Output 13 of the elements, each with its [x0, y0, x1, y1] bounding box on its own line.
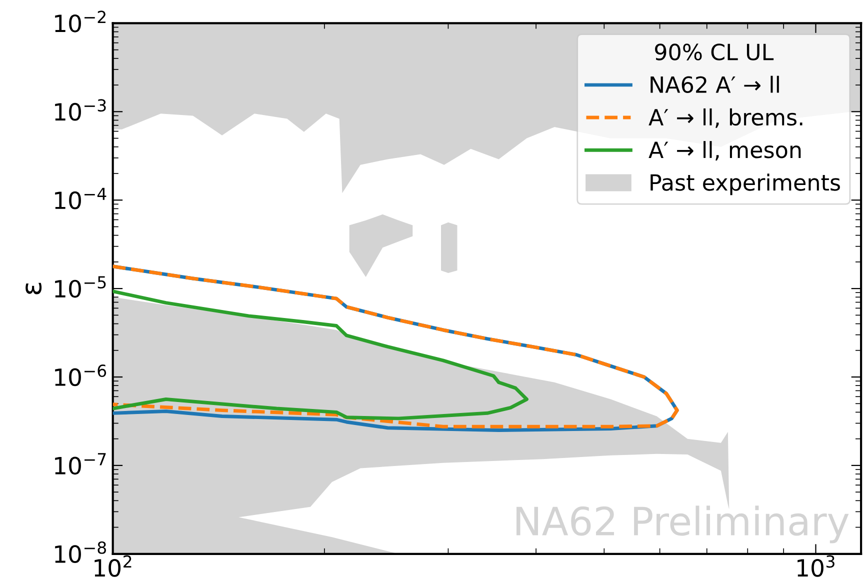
y-tick-label: 10$^{−2}$	[55, 10, 106, 32]
x-tick-label: 10$^{3}$	[798, 555, 834, 577]
y-tick-label: 10$^{−7}$	[55, 453, 106, 475]
legend-label: A′ → ll, brems.	[648, 108, 802, 128]
y-tick-label: 10$^{−6}$	[55, 364, 106, 386]
legend-label: NA62 A′ → ll	[650, 76, 779, 94]
legend-title: 90% CL UL	[655, 44, 774, 60]
legend-label: Past experiments	[650, 174, 840, 196]
y-tick-label: 10$^{−5}$	[55, 276, 106, 298]
y-tick-label: 10$^{−4}$	[55, 188, 106, 210]
legend-label: A′ → ll, meson	[648, 141, 801, 161]
y-tick-label: 10$^{−3}$	[55, 99, 106, 121]
y-axis-title: ε	[26, 282, 42, 294]
